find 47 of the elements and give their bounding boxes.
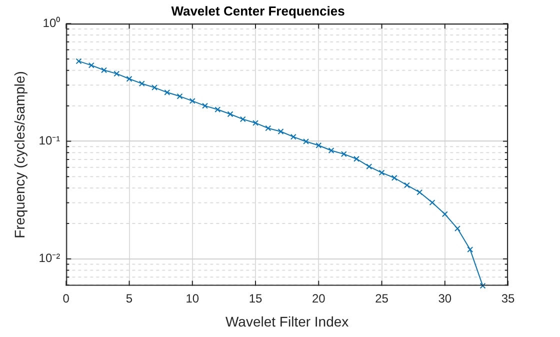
point	[442, 211, 448, 218]
point	[366, 164, 372, 170]
point	[138, 80, 145, 87]
point	[340, 151, 347, 158]
y-tick-label: 10⁻¹	[38, 134, 60, 148]
point	[189, 98, 196, 104]
point	[416, 189, 423, 196]
point	[202, 102, 208, 109]
point	[278, 128, 284, 134]
x-tick-label: 5	[126, 291, 133, 306]
point	[429, 200, 436, 206]
x-tick-label: 25	[375, 291, 389, 306]
point	[480, 282, 486, 289]
point	[164, 89, 170, 96]
x-tick-label: 30	[438, 291, 452, 306]
point	[88, 62, 94, 68]
point	[303, 138, 309, 144]
chart-title: Wavelet Center Frequencies	[171, 3, 345, 18]
point	[391, 174, 398, 181]
point	[240, 116, 246, 122]
point	[152, 84, 158, 91]
point	[454, 226, 460, 232]
point	[316, 142, 322, 148]
point	[76, 58, 82, 64]
point	[114, 70, 120, 77]
x-tick-label: 35	[501, 291, 515, 306]
point	[265, 125, 272, 132]
point	[290, 134, 296, 140]
point	[176, 93, 183, 100]
point	[252, 120, 258, 126]
y-tick-label: 10⁰	[42, 16, 60, 30]
x-axis-title: Wavelet Filter Index	[225, 313, 349, 330]
x-tick-label: 20	[312, 291, 326, 306]
point	[101, 67, 107, 74]
y-tick-label: 10⁻²	[38, 251, 60, 266]
x-tick-label: 15	[248, 291, 263, 306]
point	[126, 76, 132, 82]
point	[328, 148, 334, 154]
x-tick-label: 10	[186, 291, 200, 306]
point	[467, 246, 474, 253]
x-tick-label: 0	[62, 291, 70, 306]
point	[214, 106, 221, 112]
y-axis-title: Frequency (cycles/sample)	[11, 71, 28, 238]
point	[404, 182, 410, 188]
point	[354, 156, 360, 162]
point	[227, 111, 234, 118]
point	[378, 170, 385, 176]
